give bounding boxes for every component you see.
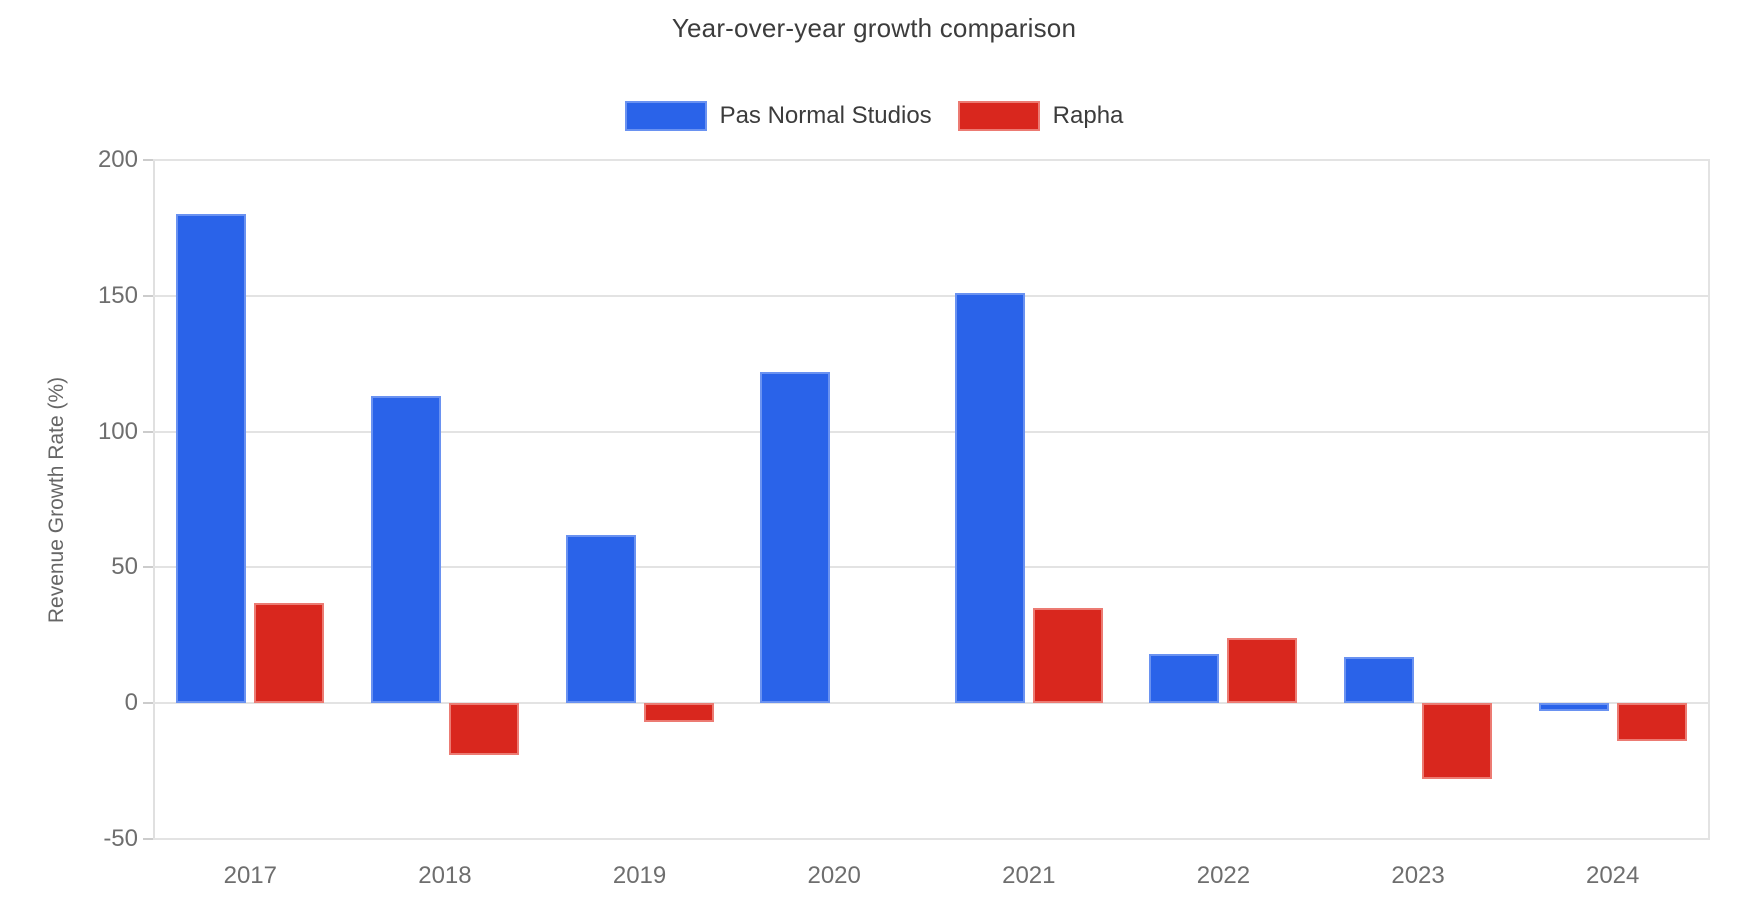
legend-label-rapha: Rapha bbox=[1052, 102, 1124, 129]
x-axis-label-2022: 2022 bbox=[1196, 862, 1251, 889]
y-tick-label--50: -50 bbox=[103, 825, 138, 852]
bar-2019-pas-normal-studios[interactable] bbox=[565, 534, 636, 704]
y-tick-label-0: 0 bbox=[124, 689, 138, 717]
bar-2022-rapha[interactable] bbox=[1227, 638, 1298, 704]
x-axis-label-2024: 2024 bbox=[1585, 862, 1640, 889]
y-tick-label-100: 100 bbox=[97, 417, 138, 445]
bar-2023-pas-normal-studios[interactable] bbox=[1344, 657, 1415, 704]
bar-2020-pas-normal-studios[interactable] bbox=[760, 371, 831, 704]
plot-area bbox=[153, 159, 1710, 840]
legend-item-rapha[interactable]: Rapha bbox=[957, 101, 1124, 131]
legend-label-pas-normal-studios: Pas Normal Studios bbox=[719, 102, 932, 129]
bar-2018-rapha[interactable] bbox=[448, 703, 519, 755]
x-axis-label-2021: 2021 bbox=[1002, 862, 1056, 889]
bar-2021-pas-normal-studios[interactable] bbox=[954, 293, 1025, 704]
bar-2022-pas-normal-studios[interactable] bbox=[1149, 654, 1220, 704]
bar-2017-pas-normal-studios[interactable] bbox=[176, 214, 247, 704]
gridline-100 bbox=[153, 430, 1710, 433]
gridline-0 bbox=[153, 702, 1710, 705]
chart-title: Year-over-year growth comparison bbox=[671, 13, 1077, 43]
legend-item-pas-normal-studios[interactable]: Pas Normal Studios bbox=[624, 101, 932, 131]
x-axis-label-2017: 2017 bbox=[223, 862, 277, 889]
legend-swatch-pas-normal-studios bbox=[624, 101, 707, 131]
bar-2019-rapha[interactable] bbox=[643, 703, 714, 723]
bar-2024-pas-normal-studios[interactable] bbox=[1538, 703, 1609, 712]
y-tick-mark-0 bbox=[143, 702, 153, 705]
bar-2017-rapha[interactable] bbox=[254, 602, 325, 704]
y-axis-title: Revenue Growth Rate (%) bbox=[45, 376, 68, 624]
gridline--50 bbox=[153, 838, 1710, 840]
x-axis-label-2019: 2019 bbox=[612, 862, 667, 889]
bar-2021-rapha[interactable] bbox=[1032, 608, 1103, 704]
bar-2018-pas-normal-studios[interactable] bbox=[370, 396, 441, 704]
legend-swatch-rapha bbox=[957, 101, 1040, 131]
y-tick-mark-50 bbox=[143, 566, 153, 569]
gridline-50 bbox=[153, 566, 1710, 569]
gridline-200 bbox=[153, 159, 1710, 161]
y-tick-label-200: 200 bbox=[97, 146, 138, 173]
x-axis-label-2018: 2018 bbox=[418, 862, 472, 889]
x-axis-label-2020: 2020 bbox=[807, 862, 861, 889]
y-tick-mark--50 bbox=[143, 838, 153, 840]
plot-right-border bbox=[1708, 160, 1710, 839]
y-tick-mark-200 bbox=[143, 159, 153, 161]
y-axis-line bbox=[153, 160, 155, 839]
bar-2024-rapha[interactable] bbox=[1616, 703, 1687, 742]
bar-2023-rapha[interactable] bbox=[1422, 703, 1493, 780]
y-tick-label-150: 150 bbox=[97, 281, 138, 309]
x-axis-label-2023: 2023 bbox=[1391, 862, 1445, 889]
gridline-150 bbox=[153, 294, 1710, 297]
y-tick-mark-150 bbox=[143, 294, 153, 297]
y-tick-mark-100 bbox=[143, 430, 153, 433]
y-tick-label-50: 50 bbox=[111, 553, 138, 581]
legend: Pas Normal Studios Rapha bbox=[0, 101, 1748, 131]
